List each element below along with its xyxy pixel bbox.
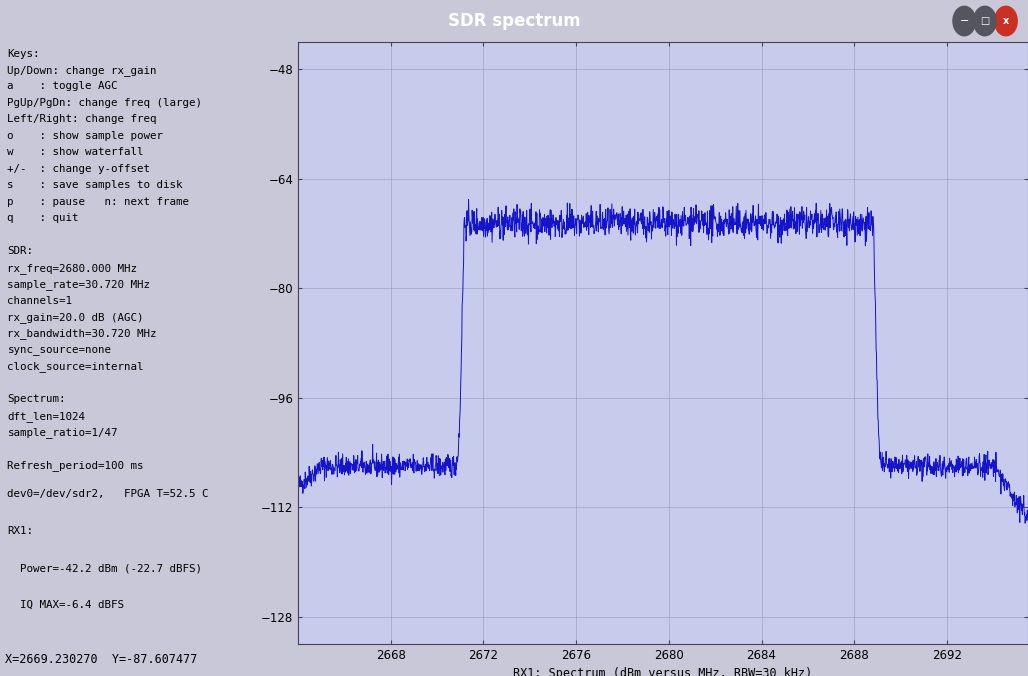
Text: +/-  : change y-offset: +/- : change y-offset: [7, 164, 150, 174]
Text: RX1:: RX1:: [7, 526, 33, 536]
Text: Refresh_period=100 ms: Refresh_period=100 ms: [7, 460, 144, 471]
Text: IQ MAX=-6.4 dBFS: IQ MAX=-6.4 dBFS: [7, 600, 124, 610]
Text: Left/Right: change freq: Left/Right: change freq: [7, 114, 157, 124]
Text: dev0=/dev/sdr2,   FPGA T=52.5 C: dev0=/dev/sdr2, FPGA T=52.5 C: [7, 489, 209, 499]
Text: □: □: [981, 16, 989, 26]
Text: a    : toggle AGC: a : toggle AGC: [7, 82, 118, 91]
Text: x: x: [1002, 16, 1009, 26]
Text: Keys:: Keys:: [7, 49, 40, 59]
Text: SDR:: SDR:: [7, 246, 33, 256]
X-axis label: RX1: Spectrum (dBm versus MHz, RBW=30 kHz): RX1: Spectrum (dBm versus MHz, RBW=30 kH…: [513, 667, 813, 676]
Text: channels=1: channels=1: [7, 295, 72, 306]
Text: sample_ratio=1/47: sample_ratio=1/47: [7, 427, 118, 438]
Text: dft_len=1024: dft_len=1024: [7, 411, 85, 422]
Text: w    : show waterfall: w : show waterfall: [7, 147, 144, 158]
Text: SDR spectrum: SDR spectrum: [447, 12, 581, 30]
Text: PgUp/PgDn: change freq (large): PgUp/PgDn: change freq (large): [7, 98, 203, 108]
Text: Power=-42.2 dBm (-22.7 dBFS): Power=-42.2 dBm (-22.7 dBFS): [7, 563, 203, 573]
Text: q    : quit: q : quit: [7, 213, 79, 223]
Text: s    : save samples to disk: s : save samples to disk: [7, 180, 183, 190]
Text: rx_freq=2680.000 MHz: rx_freq=2680.000 MHz: [7, 263, 138, 274]
Text: sample_rate=30.720 MHz: sample_rate=30.720 MHz: [7, 279, 150, 290]
Ellipse shape: [953, 6, 976, 36]
Text: X=2669.230270  Y=-87.607477: X=2669.230270 Y=-87.607477: [5, 654, 197, 667]
Text: o    : show sample power: o : show sample power: [7, 131, 163, 141]
Text: clock_source=internal: clock_source=internal: [7, 362, 144, 372]
Ellipse shape: [974, 6, 996, 36]
Text: −: −: [959, 16, 969, 26]
Text: rx_gain=20.0 dB (AGC): rx_gain=20.0 dB (AGC): [7, 312, 144, 323]
Text: Up/Down: change rx_gain: Up/Down: change rx_gain: [7, 65, 157, 76]
Text: rx_bandwidth=30.720 MHz: rx_bandwidth=30.720 MHz: [7, 329, 157, 339]
Text: p    : pause   n: next frame: p : pause n: next frame: [7, 197, 189, 207]
Ellipse shape: [995, 6, 1018, 36]
Text: sync_source=none: sync_source=none: [7, 345, 111, 355]
Text: Spectrum:: Spectrum:: [7, 394, 66, 404]
